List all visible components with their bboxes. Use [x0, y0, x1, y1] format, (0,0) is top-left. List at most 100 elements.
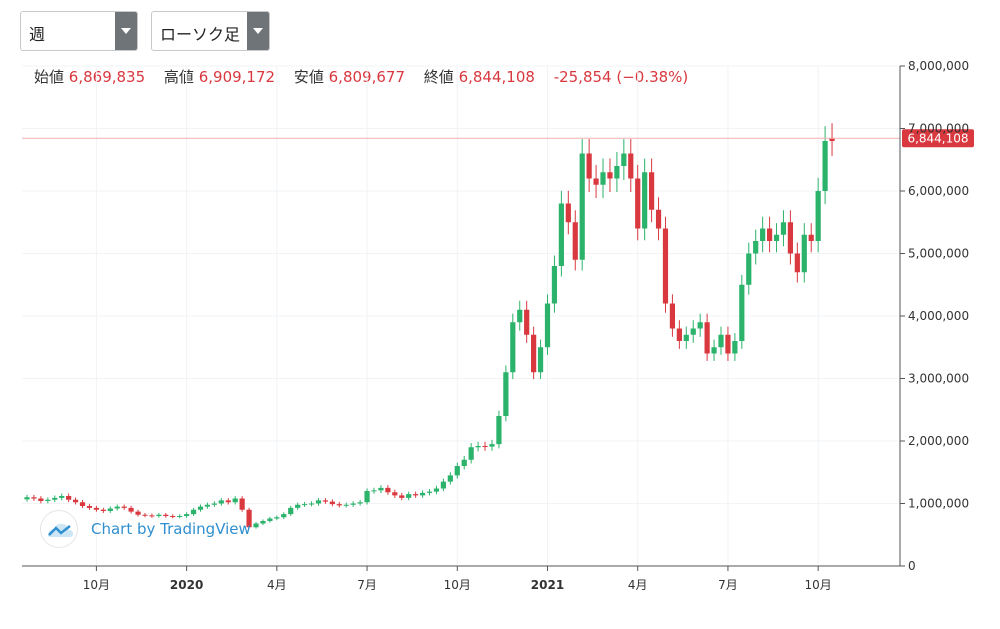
- candle-body: [142, 514, 148, 516]
- candle-body: [822, 141, 828, 191]
- candle-body: [655, 209, 662, 229]
- y-tick-label: 4,000,000: [908, 309, 969, 323]
- candle: [649, 158, 655, 223]
- candle-body: [537, 347, 544, 373]
- candle-body: [635, 178, 641, 229]
- candle-body: [544, 303, 551, 348]
- y-tick-label: 2,000,000: [908, 434, 969, 448]
- candle: [197, 504, 204, 512]
- candle: [732, 333, 738, 361]
- last-price-label: 6,844,108: [907, 132, 968, 146]
- candle: [31, 494, 37, 501]
- candle: [170, 514, 176, 519]
- chart-type-select[interactable]: ローソク足: [151, 11, 270, 51]
- candle-body: [621, 153, 627, 166]
- candle-body: [295, 504, 301, 508]
- candle-body: [503, 372, 509, 416]
- candle-body: [197, 506, 204, 510]
- candle-body: [572, 222, 578, 260]
- candle-body: [600, 172, 606, 185]
- candle: [593, 164, 599, 199]
- candle: [232, 496, 238, 505]
- candle-body: [79, 502, 86, 506]
- candle-body: [385, 487, 391, 493]
- candle: [225, 498, 231, 505]
- candle: [204, 502, 211, 509]
- candle-body: [551, 266, 558, 304]
- candle: [315, 498, 322, 506]
- candle-body: [31, 497, 37, 499]
- candle: [336, 501, 342, 508]
- candle: [86, 503, 93, 510]
- candle: [142, 512, 148, 518]
- candle: [267, 516, 273, 523]
- candle-body: [371, 490, 377, 492]
- candle-body: [586, 153, 592, 179]
- candle-body: [579, 153, 585, 260]
- candle-body: [690, 328, 696, 335]
- candle: [288, 505, 294, 516]
- candle: [392, 489, 398, 498]
- candlestick-chart[interactable]: 6,844,108 0 1,000,000 2,000,000 3,000,000 4,…: [0, 56, 1000, 629]
- candle-body: [163, 514, 169, 516]
- candle: [829, 123, 835, 156]
- period-select[interactable]: 週: [20, 11, 138, 51]
- candle: [413, 491, 419, 498]
- y-tick-label: 0: [908, 559, 916, 573]
- x-tick-label: 10月: [444, 578, 471, 592]
- candle: [190, 507, 197, 516]
- candle: [419, 490, 426, 498]
- tradingview-watermark-text: Chart by TradingView: [91, 520, 251, 538]
- candle-body: [739, 284, 745, 341]
- candle: [614, 152, 620, 193]
- x-tick-label: 2021: [531, 578, 564, 592]
- candle-body: [357, 502, 363, 504]
- candle-body: [336, 504, 342, 506]
- candle: [440, 478, 446, 492]
- candle: [308, 501, 315, 507]
- candle-body: [787, 222, 793, 254]
- candle: [773, 223, 780, 253]
- candle-body: [517, 309, 523, 323]
- candle: [121, 504, 127, 510]
- candle: [135, 509, 141, 517]
- candle-body: [440, 481, 446, 489]
- candle-body: [399, 495, 405, 498]
- candle: [628, 139, 634, 193]
- chart-type-dropdown-button[interactable]: [247, 12, 269, 50]
- last-price-line: 6,844,108: [22, 129, 974, 148]
- ohlc-legend: 始値 6,869,835 高値 6,909,172 安値 6,809,677 終…: [34, 66, 702, 87]
- candle: [537, 339, 544, 380]
- candle-body: [302, 504, 308, 506]
- period-dropdown-button[interactable]: [115, 12, 137, 50]
- candle-body: [524, 309, 530, 335]
- chevron-down-icon: [253, 28, 263, 34]
- candle-body: [24, 497, 30, 500]
- candle: [718, 326, 724, 355]
- candle-body: [308, 503, 315, 505]
- candle: [496, 410, 502, 449]
- y-tick-label: 1,000,000: [908, 497, 969, 511]
- candle: [433, 485, 440, 495]
- candle: [579, 139, 585, 271]
- candle: [760, 216, 766, 253]
- candle: [177, 514, 183, 519]
- candle: [100, 507, 106, 513]
- candle-body: [565, 203, 571, 223]
- candle: [45, 497, 51, 504]
- candle: [281, 512, 287, 519]
- candle: [468, 443, 474, 464]
- candle-body: [475, 446, 481, 448]
- candle-body: [211, 503, 217, 505]
- candle-body: [649, 172, 655, 210]
- candle-body: [246, 509, 252, 528]
- candle: [794, 242, 800, 283]
- candle-body: [288, 507, 294, 515]
- candle-body: [753, 241, 759, 254]
- candle-body: [329, 501, 335, 505]
- candle-body: [267, 518, 273, 521]
- candle: [711, 339, 717, 361]
- candle: [364, 488, 370, 505]
- candle: [447, 472, 453, 485]
- close-label: 終値: [423, 68, 454, 86]
